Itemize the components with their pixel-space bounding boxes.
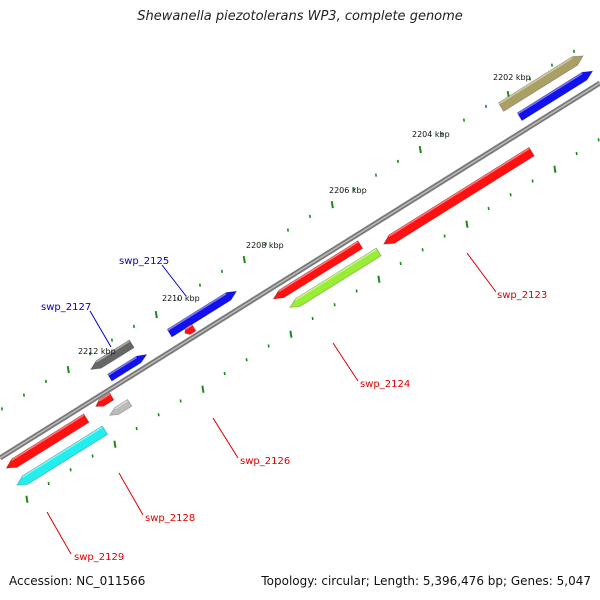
axis-label-2210: 2210 kbp [162, 294, 200, 303]
gene-labels: swp_2123 swp_2124 swp_2125 swp_2126 swp_… [41, 256, 547, 563]
gene-arrow-swp-2127 [107, 353, 148, 382]
gene-arrow-highlight [516, 72, 583, 115]
genome-summary-text: Topology: circular; Length: 5,396,476 bp… [261, 574, 591, 588]
tick-mark [465, 220, 469, 228]
accession-text: Accession: NC_011566 [9, 574, 146, 588]
gene-label-swp-2128: swp_2128 [145, 513, 195, 524]
axis-label-2212: 2212 kbp [78, 347, 116, 356]
tick-mark [242, 255, 246, 264]
axis-label-2208: 2208 kbp [246, 241, 284, 250]
gene-label-swp-2129: swp_2129 [74, 552, 124, 563]
gene-arrow-swp-2125 [166, 290, 238, 338]
gene-arrow-highlight [185, 324, 193, 330]
gene-track [5, 55, 594, 486]
gene-arrow-swp-2129 [5, 413, 90, 469]
gene-label-swp-2125: swp_2125 [119, 256, 169, 267]
gene-arrow-highlight [166, 293, 227, 332]
gene-arrow-highlight [21, 426, 103, 478]
axis-label-2204: 2204 kbp [412, 130, 450, 139]
gene-arrow-swp-2129-cog- [16, 425, 109, 486]
gene-arrow-highlight [278, 241, 359, 292]
tick-mark [330, 200, 334, 209]
gene-label-swp-2126: swp_2126 [240, 456, 290, 467]
gene-arrow-swp-2128-cog- [108, 398, 133, 416]
gene-arrow-highlight [98, 393, 110, 402]
tick-mark [201, 385, 205, 393]
gene-arrow-swp-2124 [272, 240, 364, 300]
gene-label-swp-2124: swp_2124 [360, 379, 410, 390]
tick-mark [66, 365, 70, 374]
tick-mark [418, 145, 422, 154]
gene-arrow-highlight [497, 57, 573, 105]
tick-mark [289, 330, 293, 338]
gene-arrow-swp-2123 [382, 146, 535, 245]
gene-arrow-highlight [294, 248, 377, 301]
gene-arrow-swp-2128 [95, 392, 115, 407]
tick-mark [553, 165, 557, 173]
gene-arrow-swp-2122 [516, 70, 594, 122]
tick-mark [113, 440, 117, 448]
gene-arrow-highlight [95, 340, 130, 363]
tick-tracks [0, 49, 600, 503]
gene-arrow-swp-2122-cog- [497, 55, 584, 112]
axis-labels: 2202 kbp 2204 kbp 2206 kbp 2208 kbp 2210… [78, 73, 531, 356]
gene-arrow-highlight [388, 147, 530, 237]
backbone [0, 80, 600, 461]
label-leaders [46, 252, 497, 555]
axis-label-2206: 2206 kbp [329, 186, 367, 195]
gene-arrow-highlight [114, 400, 128, 410]
gene-arrow-highlight [11, 414, 85, 461]
tick-mark [154, 310, 158, 319]
axis-label-2202: 2202 kbp [493, 73, 531, 82]
gene-label-swp-2127: swp_2127 [41, 302, 91, 313]
gene-label-swp-2123: swp_2123 [497, 290, 547, 301]
tick-mark [377, 275, 381, 283]
tick-mark [25, 495, 29, 503]
gene-arrow-swp-2126 [184, 323, 197, 335]
gene-arrow-swp-2124-cog- [288, 247, 382, 309]
gene-arrow-swp-2127-cog- [89, 339, 135, 370]
map-title: Shewanella piezotolerans WP3, complete g… [137, 9, 463, 24]
gene-arrow-highlight [107, 356, 137, 377]
